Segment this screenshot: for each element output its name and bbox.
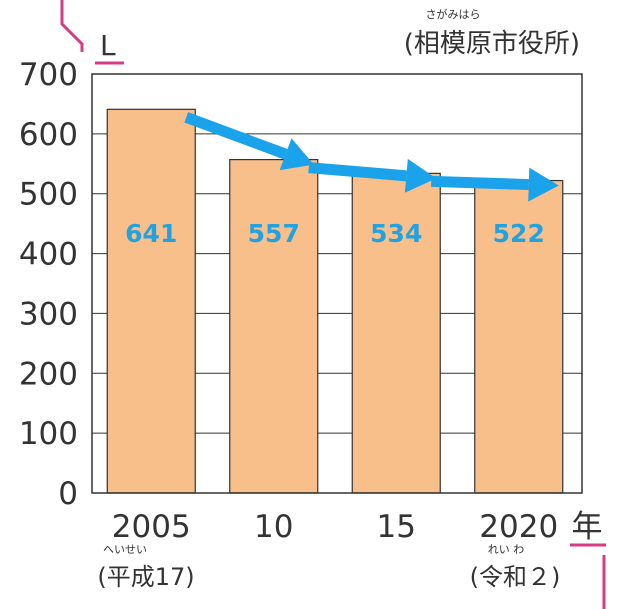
bar-10	[229, 158, 319, 494]
x-tick-labels: 2005 10 15 2020	[112, 509, 558, 545]
trend-arrow-shaft	[184, 112, 288, 160]
trend-arrows	[184, 112, 559, 202]
source-label: (相模原市役所)	[404, 29, 580, 59]
source-ruby: さがみはら	[426, 7, 481, 21]
plot-frame	[91, 73, 583, 494]
y-tick-labels: 0 100 200 300 400 500 600 700	[19, 57, 78, 512]
trend-arrow-head	[279, 138, 314, 171]
era-note-ruby-0: へいせい	[103, 543, 147, 556]
bar-15	[351, 172, 441, 494]
trend-arrow-head	[404, 158, 437, 193]
y-tick-label: 200	[19, 356, 78, 392]
y-tick-label: 100	[19, 416, 78, 452]
plot-border	[91, 73, 583, 494]
y-tick-label: 700	[19, 57, 78, 93]
y-tick-label: 600	[19, 117, 78, 153]
y-axis-unit-label: L	[100, 29, 116, 62]
era-note-0: (平成17)	[97, 563, 194, 591]
x-tick-label: 10	[254, 509, 293, 545]
data-label-10: 557	[248, 219, 300, 248]
x-tick-label: 15	[377, 509, 416, 545]
bar-2005	[106, 108, 196, 494]
data-label-2005: 641	[125, 219, 177, 248]
era-note-1: (令和２)	[470, 563, 561, 591]
y-tick-label: 0	[58, 476, 78, 512]
x-tick-label: 2005	[112, 509, 191, 545]
trend-arrow-head	[528, 167, 559, 202]
data-label-15: 534	[370, 219, 422, 248]
y-tick-label: 300	[19, 296, 78, 332]
trend-arrow-shaft	[308, 162, 407, 182]
y-tick-label: 500	[19, 177, 78, 213]
corner-mark-top-left	[60, 0, 84, 52]
era-note-ruby-1: れい わ	[488, 543, 525, 556]
y-tick-label: 400	[19, 237, 78, 273]
x-tick-label: 2020	[479, 509, 558, 545]
trend-arrow-shaft	[431, 175, 529, 191]
data-label-2020: 522	[493, 219, 545, 248]
value-labels: 641 557 534 522	[125, 219, 545, 248]
x-axis-unit-label: 年	[572, 509, 603, 545]
